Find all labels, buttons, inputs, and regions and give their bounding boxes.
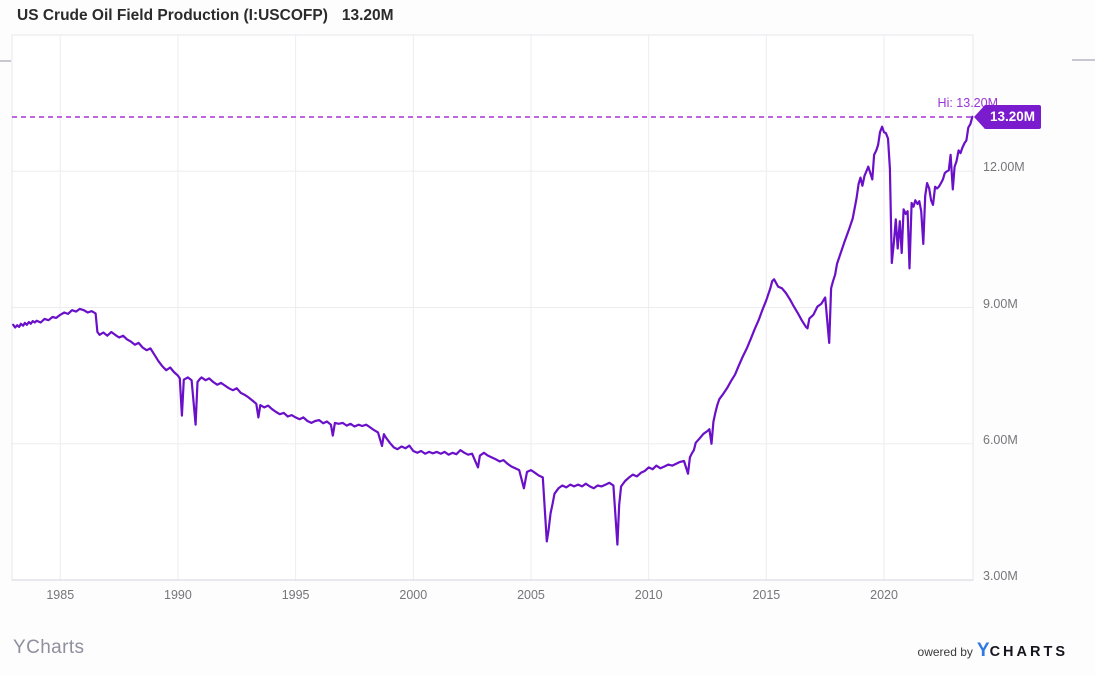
chart-title-value: 13.20M	[341, 7, 394, 24]
right-edge-tick	[1072, 59, 1095, 61]
badge-value: 13.20M	[984, 104, 1041, 129]
ycharts-watermark: YCharts	[13, 637, 85, 658]
last-value-badge: 13.20M	[974, 104, 1041, 129]
chart-title-label: US Crude Oil Field Production (I:USCOFP)	[17, 7, 328, 24]
powered-by-branding: owered by Y CHARTS	[918, 640, 1068, 662]
ycharts-logo-y: Y	[976, 640, 990, 661]
chart-title: US Crude Oil Field Production (I:USCOFP)…	[17, 7, 394, 25]
ycharts-logo-text: CHARTS	[989, 644, 1068, 660]
high-dashed-line	[12, 115, 973, 118]
left-edge-tick	[0, 60, 11, 62]
series-line-USCOFP[interactable]	[12, 115, 974, 546]
powered-by-text: owered by	[917, 645, 973, 659]
badge-pointer-icon	[974, 104, 985, 129]
